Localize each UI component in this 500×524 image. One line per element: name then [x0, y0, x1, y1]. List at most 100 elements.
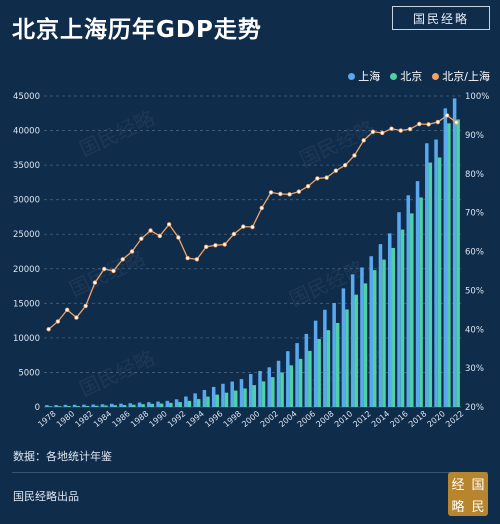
ratio-point — [139, 236, 144, 241]
ratio-point — [148, 228, 153, 233]
ratio-point — [454, 120, 459, 125]
bar-beijing — [345, 309, 349, 407]
ratio-point — [74, 315, 79, 320]
bar-shanghai — [304, 333, 309, 407]
data-source: 数据：各地统计年鉴 — [13, 450, 112, 463]
ratio-point — [268, 190, 274, 195]
bar-beijing — [122, 405, 127, 407]
bar-shanghai — [276, 360, 281, 407]
x-tick-label: 1996 — [203, 409, 224, 429]
bar-shanghai — [332, 303, 336, 407]
bar-beijing — [215, 394, 219, 407]
x-tick-label: 1986 — [110, 409, 131, 429]
x-tick-label: 2010 — [333, 409, 354, 429]
ratio-point — [120, 257, 125, 262]
y-left-tick-label: 20000 — [13, 265, 40, 275]
bar-shanghai — [119, 403, 123, 407]
bar-beijing — [141, 404, 145, 407]
ratio-point — [361, 138, 366, 143]
watermark: 国民经略 — [66, 246, 149, 302]
bar-beijing — [196, 399, 201, 407]
bar-beijing — [206, 396, 210, 407]
bar-beijing — [363, 283, 368, 407]
bar-shanghai — [434, 139, 438, 407]
bar-shanghai — [100, 404, 105, 407]
bar-shanghai — [452, 98, 457, 407]
bar-beijing — [57, 406, 62, 407]
y-right-tick-label: 80% — [465, 170, 484, 180]
ratio-point — [176, 235, 181, 240]
bar-beijing — [169, 402, 173, 407]
ratio-point — [157, 233, 163, 239]
bar-shanghai — [63, 404, 68, 407]
legend-dot-ratio — [432, 72, 440, 80]
ratio-point — [83, 303, 88, 309]
ratio-point — [241, 224, 246, 229]
bar-beijing — [67, 406, 71, 407]
ratio-point — [111, 268, 116, 274]
bar-shanghai — [360, 267, 364, 407]
legend-dot-beijing — [390, 72, 398, 80]
bar-shanghai — [156, 401, 160, 407]
bar-shanghai — [193, 393, 197, 407]
bar-beijing — [410, 213, 414, 407]
ratio-point — [166, 222, 172, 227]
bar-shanghai — [415, 181, 420, 407]
bar-shanghai — [378, 244, 383, 407]
bar-shanghai — [174, 399, 179, 407]
ratio-point — [333, 168, 339, 173]
x-tick-label: 1990 — [148, 409, 169, 429]
brand-logo: 国民经略 — [392, 6, 490, 30]
ratio-point — [398, 128, 403, 133]
bar-shanghai — [369, 256, 373, 407]
bar-beijing — [132, 404, 136, 407]
legend-item-ratio: 北京/上海 — [432, 68, 490, 84]
watermark: 国民经略 — [76, 346, 159, 402]
y-right-tick-label: 30% — [465, 364, 484, 374]
ratio-point — [278, 191, 283, 197]
x-tick-label: 2022 — [444, 409, 465, 429]
gdp-chart: 国民经略国民经略国民经略国民经略国民经略国民经略0500010000150002… — [13, 92, 489, 429]
ratio-point — [129, 249, 135, 254]
y-right-tick-label: 100% — [465, 92, 489, 102]
bar-shanghai — [341, 288, 346, 407]
ratio-point — [46, 327, 51, 332]
legend-label-ratio: 北京/上海 — [442, 70, 490, 83]
page-title: 北京上海历年GDP走势 — [12, 17, 262, 43]
y-left-tick-label: 15000 — [13, 299, 40, 309]
bar-shanghai — [147, 402, 151, 407]
x-tick-label: 1984 — [92, 409, 113, 429]
ratio-point — [222, 242, 227, 247]
bar-beijing — [271, 377, 275, 407]
bar-beijing — [85, 405, 90, 407]
ratio-point — [287, 192, 292, 197]
y-right-tick-label: 70% — [465, 209, 484, 219]
bar-shanghai — [72, 404, 77, 407]
bar-shanghai — [230, 381, 234, 407]
bar-shanghai — [54, 405, 58, 407]
y-right-tick-label: 50% — [465, 286, 484, 296]
ratio-point — [352, 153, 357, 158]
bar-beijing — [372, 270, 377, 407]
x-tick-label: 1992 — [166, 409, 187, 429]
bar-beijing — [280, 372, 284, 407]
bar-beijing — [335, 323, 340, 407]
y-right-tick-label: 60% — [465, 248, 484, 258]
chart-legend: 上海 北京 北京/上海 — [348, 68, 490, 84]
bar-beijing — [252, 385, 257, 407]
bar-beijing — [447, 123, 451, 407]
ratio-point — [194, 257, 200, 262]
x-tick-label: 2000 — [240, 409, 261, 429]
y-left-tick-label: 10000 — [13, 334, 40, 344]
bar-shanghai — [184, 396, 188, 407]
seal-char: 略 — [451, 499, 465, 515]
ratio-point — [296, 189, 302, 194]
bar-shanghai — [295, 343, 299, 407]
x-tick-label: 2014 — [370, 409, 391, 429]
x-tick-label: 2008 — [314, 409, 335, 429]
bar-shanghai — [406, 195, 411, 407]
bar-beijing — [94, 405, 99, 407]
bar-shanghai — [443, 108, 448, 407]
seal-char: 国 — [471, 477, 485, 493]
bar-beijing — [159, 403, 164, 407]
